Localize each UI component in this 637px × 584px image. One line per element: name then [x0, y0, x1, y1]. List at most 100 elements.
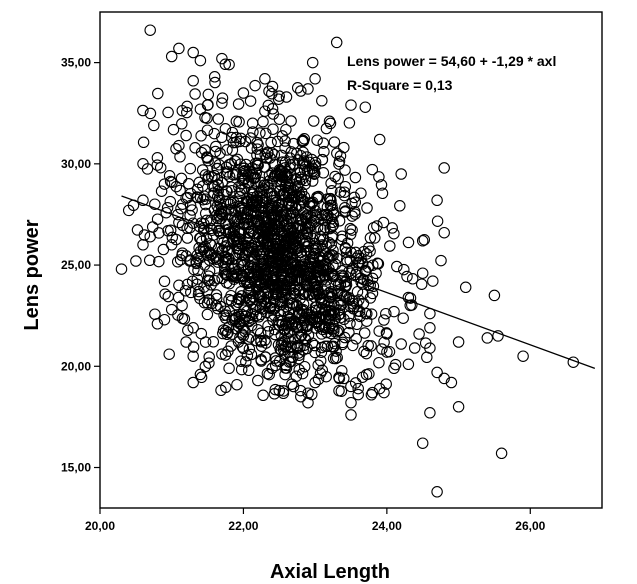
- data-point: [331, 252, 343, 265]
- data-point: [219, 123, 232, 135]
- data-point: [398, 263, 410, 276]
- y-tick-label: 20,00: [61, 359, 91, 373]
- y-tick-label: 35,00: [61, 56, 91, 70]
- data-point: [165, 50, 178, 63]
- data-point: [346, 210, 358, 222]
- data-point: [324, 222, 336, 235]
- data-point: [201, 124, 214, 136]
- data-point: [418, 234, 431, 246]
- data-point: [190, 256, 202, 268]
- data-point: [333, 215, 346, 227]
- data-point: [184, 187, 197, 200]
- data-point: [223, 362, 235, 375]
- data-point: [180, 129, 192, 142]
- data-point: [273, 214, 285, 226]
- data-point: [351, 318, 363, 331]
- data-point: [267, 274, 279, 287]
- data-point: [187, 46, 199, 59]
- data-point: [201, 285, 213, 297]
- data-point: [194, 191, 207, 204]
- data-point: [167, 123, 180, 136]
- data-point: [265, 211, 278, 224]
- data-point: [254, 190, 266, 202]
- y-tick-label: 30,00: [61, 157, 91, 171]
- data-point: [366, 163, 379, 176]
- data-point: [329, 258, 342, 271]
- data-point: [312, 373, 325, 386]
- data-point: [345, 99, 357, 111]
- data-point: [212, 242, 225, 255]
- data-point: [321, 340, 334, 353]
- data-point: [234, 187, 246, 200]
- regression-line: [121, 195, 596, 369]
- data-point: [380, 378, 392, 390]
- data-point: [309, 156, 322, 169]
- data-point: [320, 265, 333, 277]
- data-point: [232, 292, 245, 305]
- data-point: [237, 254, 249, 266]
- data-point: [208, 71, 221, 83]
- data-point: [281, 250, 294, 263]
- data-point: [333, 371, 345, 384]
- data-point: [318, 145, 330, 158]
- data-point: [298, 155, 310, 167]
- data-point: [395, 338, 407, 350]
- data-point: [219, 268, 232, 281]
- data-point: [395, 168, 407, 180]
- data-point: [306, 311, 319, 324]
- data-point: [243, 343, 256, 355]
- data-point: [162, 106, 174, 119]
- data-point: [155, 185, 168, 197]
- y-axis-ticks: 15,00 20,00 25,00 30,00 35,00: [61, 56, 100, 475]
- data-point: [358, 273, 370, 286]
- data-point: [250, 194, 262, 206]
- data-point: [220, 161, 233, 174]
- data-point: [459, 281, 472, 294]
- data-point: [194, 54, 207, 67]
- data-point: [363, 368, 375, 380]
- data-point: [495, 447, 508, 460]
- data-point: [250, 201, 262, 213]
- data-point: [219, 58, 232, 71]
- data-point: [200, 214, 213, 227]
- data-point: [309, 159, 322, 172]
- data-point: [174, 151, 186, 163]
- data-point: [306, 388, 318, 401]
- data-point: [326, 323, 338, 335]
- data-point: [337, 336, 349, 349]
- data-point: [204, 237, 216, 250]
- data-point: [294, 384, 307, 397]
- data-point: [492, 330, 504, 342]
- data-point: [247, 245, 259, 258]
- data-point: [365, 389, 378, 401]
- data-point: [334, 150, 347, 162]
- data-point: [221, 236, 234, 248]
- data-point: [201, 112, 213, 124]
- data-point: [277, 385, 290, 397]
- data-point: [261, 146, 274, 158]
- data-point: [137, 136, 150, 149]
- data-point: [293, 364, 305, 376]
- data-point: [302, 268, 315, 280]
- data-point: [197, 243, 210, 256]
- data-point: [290, 203, 302, 215]
- data-point: [259, 264, 271, 277]
- data-point: [340, 291, 353, 303]
- data-point: [404, 299, 416, 312]
- data-point: [279, 368, 291, 381]
- data-point: [229, 155, 241, 167]
- data-point: [291, 242, 304, 255]
- data-point: [378, 314, 390, 326]
- data-point: [195, 371, 208, 384]
- data-point: [283, 179, 295, 192]
- data-point: [137, 104, 149, 117]
- data-point: [187, 322, 199, 334]
- data-point: [323, 312, 335, 325]
- data-point: [240, 356, 252, 368]
- data-point: [364, 292, 377, 304]
- data-point: [152, 87, 164, 100]
- data-point: [373, 356, 385, 369]
- data-point: [284, 222, 296, 235]
- data-point: [221, 166, 234, 178]
- data-point: [261, 291, 273, 303]
